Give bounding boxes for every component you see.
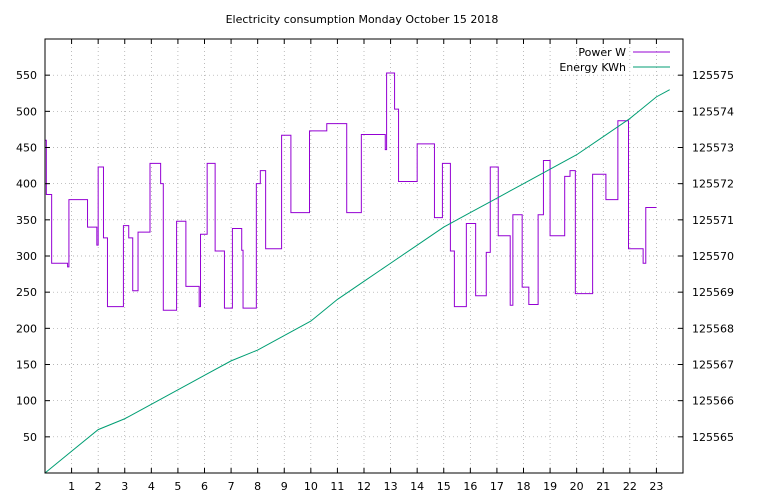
ticks: 1 2 3 4 5 6 7 8 9 10 11 12 13 14 15 16 17 18 19 20 21 22 23501… — [16, 39, 734, 493]
y-tick-label: 550 — [16, 69, 37, 82]
y2-tick-label: 125567 — [692, 359, 734, 372]
series-layer — [44, 72, 670, 474]
x-tick-label: 2 — [95, 480, 102, 493]
x-tick-label: 16 — [463, 480, 477, 493]
x-tick-label: 13 — [384, 480, 398, 493]
y2-tick-label: 125571 — [692, 214, 734, 227]
y2-tick-label: 125575 — [692, 69, 734, 82]
y2-tick-label: 125573 — [692, 142, 734, 155]
y-tick-label: 100 — [16, 395, 37, 408]
legend-label-energy-kwh: Energy KWh — [559, 61, 626, 74]
series-line-energy-kwh — [44, 89, 670, 474]
y-tick-label: 450 — [16, 142, 37, 155]
chart-title: Electricity consumption Monday October 1… — [226, 13, 499, 26]
y-tick-label: 200 — [16, 322, 37, 335]
series-line-power-w — [45, 72, 657, 311]
x-tick-label: 14 — [410, 480, 424, 493]
y-tick-label: 150 — [16, 359, 37, 372]
y2-tick-label: 125572 — [692, 178, 734, 191]
x-tick-label: 15 — [437, 480, 451, 493]
y-tick-label: 400 — [16, 178, 37, 191]
x-tick-label: 5 — [174, 480, 181, 493]
y2-tick-label: 125570 — [692, 250, 734, 263]
y-tick-label: 300 — [16, 250, 37, 263]
x-tick-label: 17 — [490, 480, 504, 493]
x-tick-label: 18 — [517, 480, 531, 493]
y2-tick-label: 125568 — [692, 322, 734, 335]
legend-label-power-w: Power W — [578, 46, 626, 59]
x-tick-label: 19 — [543, 480, 557, 493]
y-tick-label: 500 — [16, 105, 37, 118]
x-tick-label: 11 — [330, 480, 344, 493]
x-tick-label: 7 — [228, 480, 235, 493]
y-tick-label: 50 — [23, 431, 37, 444]
grid — [45, 39, 683, 473]
x-tick-label: 1 — [68, 480, 75, 493]
y2-tick-label: 125569 — [692, 286, 734, 299]
y2-tick-label: 125574 — [692, 105, 734, 118]
y-tick-label: 350 — [16, 214, 37, 227]
x-tick-label: 8 — [254, 480, 261, 493]
x-tick-label: 21 — [596, 480, 610, 493]
legend: Power W Energy KWh — [559, 46, 670, 74]
x-tick-label: 20 — [570, 480, 584, 493]
x-tick-label: 12 — [357, 480, 371, 493]
x-tick-label: 4 — [148, 480, 155, 493]
x-tick-label: 3 — [121, 480, 128, 493]
y-tick-label: 250 — [16, 286, 37, 299]
y2-tick-label: 125565 — [692, 431, 734, 444]
x-tick-label: 10 — [304, 480, 318, 493]
x-tick-label: 22 — [623, 480, 637, 493]
x-tick-label: 23 — [649, 480, 663, 493]
x-tick-label: 9 — [281, 480, 288, 493]
y2-tick-label: 125566 — [692, 395, 734, 408]
x-tick-label: 6 — [201, 480, 208, 493]
